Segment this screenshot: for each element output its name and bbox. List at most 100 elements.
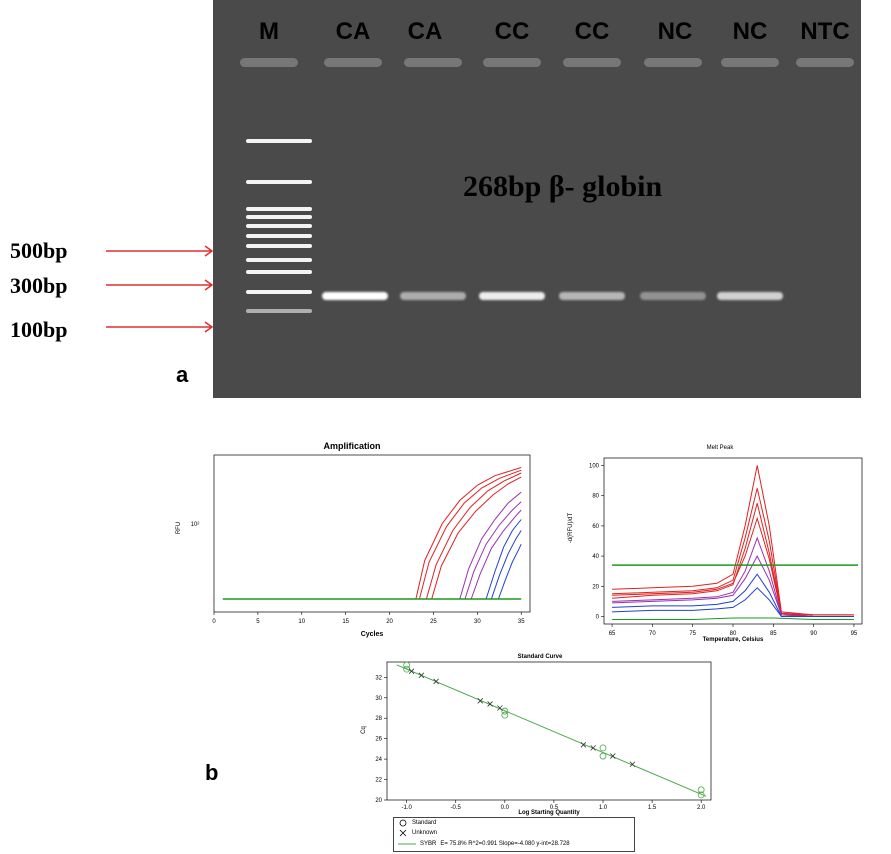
std-point-standard (599, 752, 607, 760)
amplicon-band (479, 292, 545, 300)
arrow-500bp-icon (106, 245, 214, 257)
std-x-tick-label: -0.5 (451, 805, 462, 811)
std-point-unknown (487, 701, 493, 707)
lane-label-cc-1: CC (494, 18, 530, 45)
std-x-tick-label: -1.0 (401, 805, 412, 811)
ladder-band (246, 180, 312, 184)
std-point-standard (599, 744, 607, 752)
std-point-unknown (580, 742, 587, 748)
amp-x-tick-label: 5 (256, 619, 260, 625)
amp-x-tick-label: 15 (342, 619, 349, 625)
amp-curve (459, 491, 522, 600)
std-point-standard (501, 707, 509, 715)
melt-y-tick-label: 60 (592, 524, 599, 530)
ladder-band (246, 290, 312, 294)
gel-well (644, 58, 702, 67)
amp-x-tick-label: 35 (518, 619, 525, 625)
std-xlabel: Log Starting Quantity (518, 810, 580, 816)
line-swatch-icon (398, 843, 416, 845)
ladder-band (246, 207, 312, 211)
gel-well (324, 58, 382, 67)
amp-curves (415, 467, 522, 600)
amp-curve (485, 519, 522, 600)
std-fit-line (396, 664, 707, 797)
std-y-tick-label: 28 (375, 716, 382, 722)
gel-well (796, 58, 854, 67)
std-point-unknown (477, 698, 484, 704)
legend-label-standard: Standard (412, 820, 437, 826)
std-plot-area (386, 661, 712, 801)
gel-well (240, 58, 298, 67)
amp-x-tick-label: 0 (212, 619, 216, 625)
melt-y-tick-label: 100 (589, 464, 600, 470)
melt-ylabel: -d(RFU)/dT (568, 513, 574, 544)
legend-fit-name: SYBR (420, 841, 437, 847)
arrow-300bp-icon (106, 279, 214, 291)
marker-arrows (106, 245, 214, 333)
melt-x-tick-label: 95 (851, 631, 858, 637)
std-ylabel: Cq (361, 726, 367, 734)
melt-plot-area (603, 457, 863, 625)
std-point-unknown (408, 668, 415, 674)
lane-label-m: M (259, 18, 279, 45)
amp-x-tick-label: 25 (430, 619, 437, 625)
melt-peak-chart: Melt Peak -d(RFU)/dT 65 70 75 80 85 90 95 0 20 40… (568, 445, 863, 643)
lane-label-ntc: NTC (800, 18, 850, 45)
ladder-band (246, 270, 312, 274)
amp-x-tick-label: 10 (298, 619, 305, 625)
melt-curve (612, 555, 854, 617)
amp-curve (490, 530, 522, 600)
x-mark-icon (399, 829, 407, 837)
amplicon-band (640, 292, 706, 300)
std-x-tick-label: 1.5 (648, 805, 657, 811)
panel-letter-a: a (176, 362, 189, 387)
amplicon-band (717, 292, 783, 300)
lane-label-ca-2: CA (407, 18, 443, 45)
gel-well (563, 58, 621, 67)
ladder-band (246, 139, 312, 143)
melt-title: Melt Peak (707, 445, 735, 451)
gel-well (404, 58, 462, 67)
melt-xlabel: Temperature, Celsius (703, 637, 764, 643)
gel-well (483, 58, 541, 67)
ladder-band (246, 215, 312, 219)
amp-curve (425, 472, 522, 600)
amp-curve (470, 509, 522, 600)
std-point-unknown (497, 705, 503, 711)
gel-annotation: 268bp β- globin (463, 170, 663, 203)
ladder-band (246, 258, 312, 262)
ladder-band (246, 309, 312, 313)
melt-x-tick-label: 65 (609, 631, 616, 637)
marker-label-300bp: 300bp (10, 273, 68, 298)
std-y-tick-label: 20 (375, 798, 382, 804)
amp-curve (418, 469, 522, 600)
std-point-unknown (590, 745, 596, 751)
melt-curve (612, 516, 854, 617)
std-point-standard (403, 661, 411, 669)
amp-y-tick: 10² (191, 522, 200, 528)
std-point-unknown (433, 678, 439, 685)
melt-axes: 65 70 75 80 85 90 95 0 20 40 60 80 100 (589, 464, 858, 637)
std-y-tick-label: 24 (375, 757, 382, 763)
amplicon-band (322, 292, 388, 300)
ladder-band (246, 234, 312, 238)
arrow-100bp-icon (106, 321, 214, 333)
std-y-tick-label: 22 (375, 778, 382, 784)
melt-y-tick-label: 40 (592, 554, 599, 560)
melt-curves (612, 465, 854, 620)
std-y-tick-label: 30 (375, 696, 382, 702)
amp-curve (464, 501, 522, 600)
amp-curve (497, 543, 522, 600)
lane-label-nc-2: NC (732, 18, 768, 45)
circle-icon (399, 819, 407, 827)
melt-x-tick-label: 85 (770, 631, 777, 637)
amp-plot-area (213, 454, 531, 613)
melt-y-tick-label: 20 (592, 584, 599, 590)
amp-x-tick-label: 30 (474, 619, 481, 625)
amp-xlabel: Cycles (361, 631, 384, 638)
ladder-band (246, 224, 312, 228)
marker-label-100bp: 100bp (10, 317, 68, 342)
legend-fit-stats: E= 75.8% R^2=0.991 Slope=-4.080 y-int=28… (440, 841, 570, 847)
melt-curve (612, 488, 854, 616)
std-title: Standard Curve (518, 654, 563, 660)
